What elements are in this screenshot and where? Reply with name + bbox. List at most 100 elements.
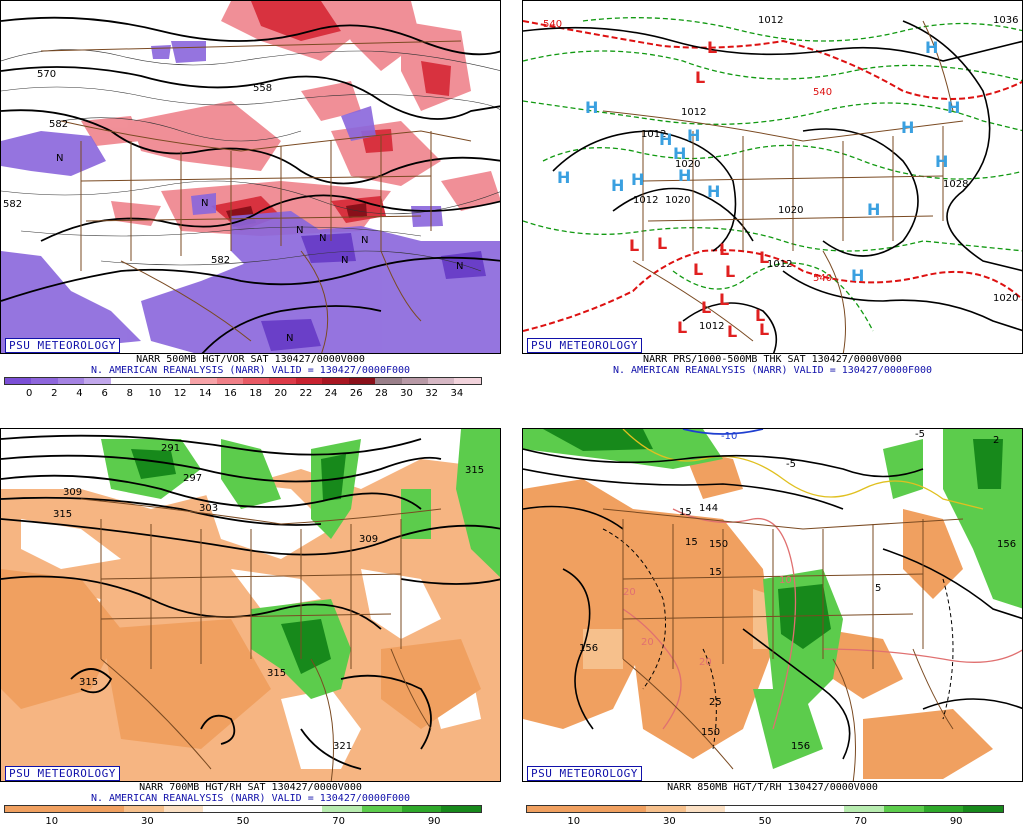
high-pressure-symbol: H bbox=[851, 266, 864, 285]
colorbar-tick-label: 50 bbox=[236, 816, 250, 827]
contour-label: 1036 bbox=[993, 15, 1018, 26]
vort-symbol: N bbox=[319, 233, 326, 244]
contour-label: 1028 bbox=[943, 179, 968, 190]
high-pressure-symbol: H bbox=[631, 170, 644, 189]
colorbar-tick-label: 50 bbox=[758, 816, 772, 827]
temp-label: 25 bbox=[709, 697, 722, 708]
colorbar-swatch bbox=[31, 378, 58, 384]
low-pressure-symbol: L bbox=[719, 240, 729, 259]
low-pressure-symbol: L bbox=[759, 248, 769, 267]
colorbar-swatch bbox=[5, 806, 45, 812]
colorbar-swatch bbox=[804, 806, 845, 812]
colorbar-tick-label: 24 bbox=[324, 388, 338, 399]
contour-label: 582 bbox=[3, 199, 22, 210]
colorbar-swatch bbox=[295, 378, 323, 384]
colorbar-swatch bbox=[401, 378, 428, 384]
colorbar-tick-label: 20 bbox=[274, 388, 288, 399]
map-pressure: 540 1012 540 1012 1012 1020 1020 1020 10… bbox=[522, 0, 1023, 354]
colorbar-tick-label: 14 bbox=[198, 388, 212, 399]
low-pressure-symbol: L bbox=[695, 68, 705, 87]
low-pressure-symbol: L bbox=[707, 38, 717, 57]
height-label: 156 bbox=[791, 741, 810, 752]
colorbar-swatch bbox=[646, 806, 686, 812]
contour-label: 570 bbox=[37, 69, 56, 80]
vort-symbol: N bbox=[456, 261, 463, 272]
colorbar-swatch bbox=[765, 806, 805, 812]
colorbar-swatch bbox=[844, 806, 885, 812]
map-700mb: 291 297 309 303 315 309 315 315 315 321 … bbox=[0, 428, 501, 782]
colorbar-swatch bbox=[401, 806, 442, 812]
contour-label: 540 bbox=[813, 273, 832, 284]
colorbar-swatch bbox=[606, 806, 647, 812]
colorbar-swatch bbox=[57, 378, 85, 384]
low-pressure-symbol: L bbox=[727, 322, 737, 341]
colorbar-swatch bbox=[375, 378, 402, 384]
vort-symbol: N bbox=[296, 225, 303, 236]
contour-label: 1012 bbox=[633, 195, 658, 206]
colorbar-tick-label: 18 bbox=[249, 388, 262, 399]
vort-symbol: N bbox=[56, 153, 63, 164]
low-pressure-symbol: L bbox=[693, 260, 703, 279]
contour-label: 315 bbox=[79, 677, 98, 688]
contour-label: 540 bbox=[813, 87, 832, 98]
colorbar-swatch bbox=[84, 378, 111, 384]
contour-label: 1020 bbox=[675, 159, 700, 170]
vort-symbol: N bbox=[286, 333, 293, 344]
colorbar-tick-label: 4 bbox=[76, 388, 83, 399]
caption-line1: NARR PRS/1000-500MB THK SAT 130427/0000V… bbox=[643, 354, 902, 365]
height-label: 150 bbox=[709, 539, 728, 550]
map-850mb: -10 -5 -5 5 15 15 10 15 20 20 20 25 150 … bbox=[522, 428, 1023, 782]
map-700mb-graphic: 291 297 309 303 315 309 315 315 315 321 bbox=[1, 429, 500, 781]
colorbar-swatch bbox=[884, 806, 924, 812]
vorticity-colorbar-ticks: 0 2 4 6 8 10 12 14 16 18 20 22 24 26 28 30 32 34 bbox=[4, 388, 482, 402]
colorbar-tick-label: 32 bbox=[425, 388, 439, 399]
colorbar-tick-label: 30 bbox=[141, 816, 154, 827]
colorbar-tick-label: 8 bbox=[126, 388, 133, 399]
contour-label: 309 bbox=[63, 487, 82, 498]
colorbar-swatch bbox=[124, 806, 164, 812]
high-pressure-symbol: H bbox=[585, 98, 598, 117]
contour-label: 297 bbox=[183, 473, 202, 484]
colorbar-swatch bbox=[362, 806, 402, 812]
temp-label: 2 bbox=[993, 435, 999, 446]
temp-label: -5 bbox=[915, 429, 925, 440]
high-pressure-symbol: H bbox=[659, 130, 672, 149]
caption-line1: NARR 500MB HGT/VOR SAT 130427/0000V000 bbox=[136, 354, 365, 365]
temp-label: 5 bbox=[875, 583, 881, 594]
height-label: 156 bbox=[997, 539, 1016, 550]
map-pressure-graphic: 540 1012 540 1012 1012 1020 1020 1020 10… bbox=[523, 15, 1022, 353]
colorbar-swatch bbox=[163, 378, 191, 384]
colorbar-tick-label: 90 bbox=[949, 816, 963, 827]
colorbar-tick-label: 6 bbox=[101, 388, 108, 399]
colorbar-swatch bbox=[84, 806, 125, 812]
colorbar-swatch bbox=[137, 378, 164, 384]
contour-label: 1012 bbox=[641, 129, 666, 140]
colorbar-swatch bbox=[428, 378, 455, 384]
low-pressure-symbol: L bbox=[701, 298, 711, 317]
temp-label: 15 bbox=[679, 507, 692, 518]
colorbar-tick-label: 2 bbox=[51, 388, 58, 399]
colorbar-tick-label: 30 bbox=[663, 816, 676, 827]
colorbar-swatch bbox=[923, 806, 964, 812]
high-pressure-symbol: H bbox=[935, 152, 948, 171]
vort-symbol: N bbox=[341, 255, 348, 266]
contour-label: 303 bbox=[199, 503, 218, 514]
temp-label: -10 bbox=[721, 431, 737, 442]
contour-label: 291 bbox=[161, 443, 180, 454]
colorbar-swatch bbox=[216, 378, 243, 384]
colorbar-swatch bbox=[725, 806, 766, 812]
high-pressure-symbol: H bbox=[867, 200, 880, 219]
psu-meteorology-logo: PSU METEOROLOGY bbox=[5, 338, 120, 353]
colorbar-tick-label: 30 bbox=[400, 388, 413, 399]
high-pressure-symbol: H bbox=[901, 118, 914, 137]
temp-label: 20 bbox=[641, 637, 654, 648]
rh-colorbar-ticks: 10 30 50 70 90 bbox=[526, 816, 1004, 830]
low-pressure-symbol: L bbox=[759, 320, 769, 339]
colorbar-tick-label: 16 bbox=[224, 388, 237, 399]
contour-label: 1012 bbox=[758, 15, 783, 26]
contour-label: 540 bbox=[543, 19, 562, 30]
temp-label: 15 bbox=[709, 567, 722, 578]
contour-label: 558 bbox=[253, 83, 272, 94]
colorbar-swatch bbox=[163, 806, 204, 812]
contour-label: 1012 bbox=[699, 321, 724, 332]
